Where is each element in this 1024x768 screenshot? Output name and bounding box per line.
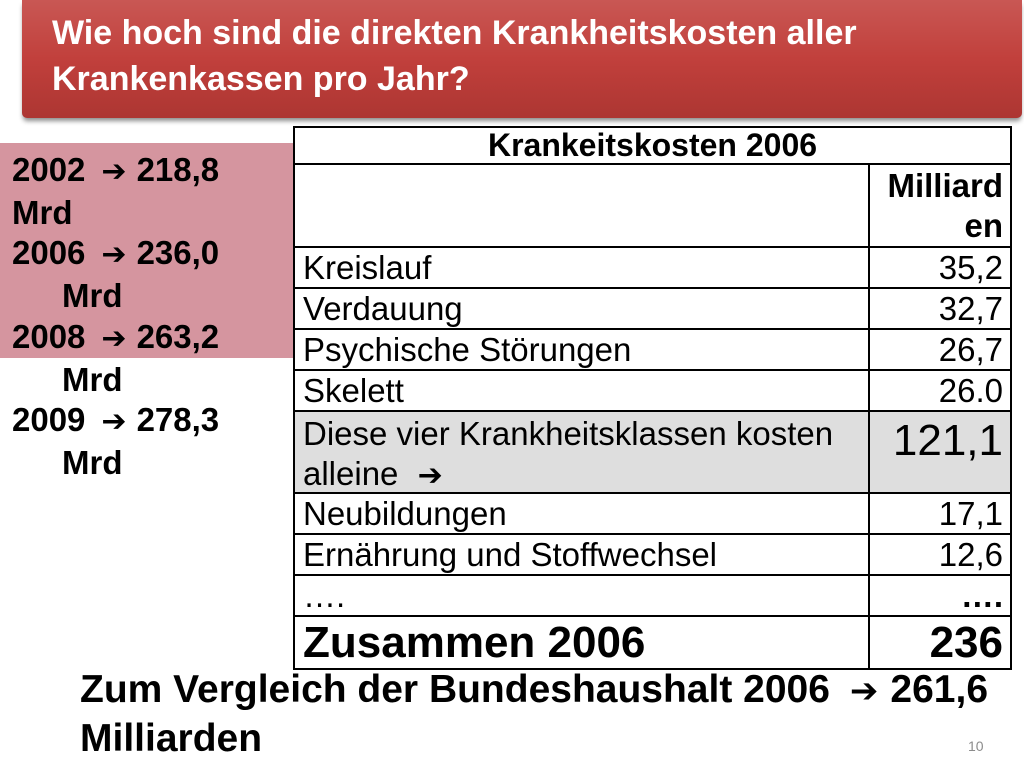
table-row: Skelett 26.0: [295, 371, 1010, 412]
year-entry: 2002 ➔ 218,8 Mrd: [12, 150, 219, 233]
row-label: Psychische Störungen: [303, 331, 632, 368]
table-row: Verdauung 32,7: [295, 289, 1010, 330]
entry-year: 2002: [12, 151, 86, 188]
row-label: Verdauung: [303, 290, 463, 327]
slide-title-line: Krankenkassen pro Jahr?: [52, 60, 470, 98]
row-value: 12,6: [868, 535, 1010, 574]
entry-value: 263,2: [136, 317, 220, 355]
title-banner: Wie hoch sind die direkten Krankheitskos…: [22, 0, 1022, 118]
row-label: Ernährung und Stoffwechsel: [303, 536, 717, 573]
entry-value: 218,8: [136, 151, 220, 188]
budget-comparison-value: 261,6: [890, 668, 989, 711]
year-entry-line: 2002 ➔ 218,8: [12, 150, 219, 193]
arrow-right-icon: ➔: [101, 154, 127, 189]
cost-table: Krankeitskosten 2006 Milliard en Kreisla…: [293, 126, 1012, 670]
year-entry: 2008 ➔ 263,2 Mrd: [12, 317, 219, 400]
table-row: Psychische Störungen 26,7: [295, 330, 1010, 371]
table-caption-row: Krankeitskosten 2006: [295, 128, 1010, 165]
total-value: 236: [868, 617, 1010, 668]
page-number: 10: [968, 738, 984, 754]
row-label: Neubildungen: [303, 495, 507, 532]
row-value: 17,1: [868, 494, 1010, 533]
table-row: …. ….: [295, 576, 1010, 617]
year-entry-line: 2006 ➔ 236,0: [12, 233, 219, 276]
budget-comparison: Zum Vergleich der Bundeshaushalt 2006 ➔ 26…: [80, 666, 988, 762]
unit-header-line: en: [964, 207, 1003, 244]
entry-year: 2009: [12, 401, 86, 439]
budget-comparison-unit: Milliarden: [80, 717, 263, 760]
subtotal-row: Diese vier Krankheitsklassen kosten alle…: [295, 412, 1010, 494]
unit-header-line: Milliard: [887, 167, 1003, 204]
row-label: Kreislauf: [303, 249, 432, 286]
entry-year: 2006: [12, 234, 86, 272]
slide-title: Wie hoch sind die direkten Krankheitskos…: [52, 10, 857, 102]
arrow-right-icon: ➔: [417, 458, 443, 492]
table-row: Kreislauf 35,2: [295, 248, 1010, 289]
year-summary-box: [0, 143, 293, 358]
table-header-empty-cell: [295, 165, 868, 246]
row-value: 32,7: [868, 289, 1010, 328]
row-value: 35,2: [868, 248, 1010, 287]
year-summary-list: 2002 ➔ 218,8 Mrd 2006 ➔ 236,0 Mrd 2008 ➔ 263,2…: [12, 150, 219, 484]
year-entry: 2006 ➔ 236,0 Mrd: [12, 233, 219, 316]
year-entry: 2009 ➔ 278,3 Mrd: [12, 400, 219, 483]
row-value: 26,7: [868, 330, 1010, 369]
arrow-right-icon: ➔: [101, 320, 127, 356]
row-label: Skelett: [303, 372, 404, 409]
table-row: Ernährung und Stoffwechsel 12,6: [295, 535, 1010, 576]
entry-unit: Mrd: [12, 193, 73, 231]
entry-value: 236,0: [136, 234, 220, 272]
entry-unit: Mrd: [62, 443, 123, 481]
arrow-right-icon: ➔: [101, 404, 127, 440]
subtotal-label-cell: Diese vier Krankheitsklassen kosten alle…: [295, 412, 868, 492]
arrow-right-icon: ➔: [101, 237, 127, 273]
entry-value: 278,3: [136, 401, 220, 439]
total-row: Zusammen 2006 236: [295, 617, 1010, 668]
subtotal-value: 121,1: [868, 412, 1010, 492]
row-value: ….: [868, 576, 1010, 615]
arrow-right-icon: ➔: [849, 671, 879, 711]
year-entry-line: 2009 ➔ 278,3: [12, 400, 219, 443]
budget-comparison-line: Zum Vergleich der Bundeshaushalt 2006 ➔ 26…: [80, 666, 988, 715]
total-label: Zusammen 2006: [303, 618, 646, 667]
row-value: 26.0: [868, 371, 1010, 410]
entry-year: 2008: [12, 317, 86, 355]
year-entry-line: 2008 ➔ 263,2: [12, 317, 219, 360]
entry-unit: Mrd: [62, 277, 123, 315]
row-label: Diese vier Krankheitsklassen kosten alle…: [303, 415, 834, 492]
entry-unit: Mrd: [62, 360, 123, 398]
budget-comparison-text: Zum Vergleich der Bundeshaushalt 2006: [80, 668, 830, 711]
slide-title-line: Wie hoch sind die direkten Krankheitskos…: [52, 14, 857, 52]
row-label: ….: [303, 577, 346, 614]
table-row: Neubildungen 17,1: [295, 494, 1010, 535]
unit-header: Milliard en: [868, 165, 1010, 246]
table-caption: Krankeitskosten 2006: [487, 127, 818, 163]
table-header-row: Milliard en: [295, 165, 1010, 248]
